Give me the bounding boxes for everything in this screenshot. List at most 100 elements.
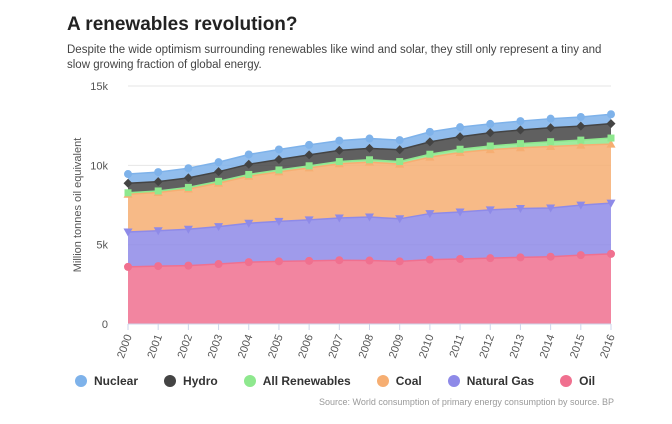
point-natural-gas[interactable]	[546, 204, 556, 213]
point-all-renewables[interactable]	[426, 150, 434, 158]
point-hydro[interactable]	[274, 154, 284, 164]
legend-swatch	[376, 375, 389, 387]
point-oil[interactable]	[184, 261, 193, 270]
point-all-renewables[interactable]	[366, 156, 373, 164]
point-oil[interactable]	[607, 249, 615, 258]
point-natural-gas[interactable]	[455, 208, 465, 217]
x-tick-label: 2008	[357, 333, 377, 360]
point-nuclear[interactable]	[486, 119, 495, 128]
point-coal[interactable]	[546, 141, 556, 150]
point-natural-gas[interactable]	[274, 217, 284, 226]
point-oil[interactable]	[154, 262, 163, 271]
point-nuclear[interactable]	[607, 110, 615, 119]
point-all-renewables[interactable]	[456, 145, 464, 153]
point-natural-gas[interactable]	[123, 228, 133, 237]
point-all-renewables[interactable]	[124, 189, 132, 197]
point-natural-gas[interactable]	[153, 227, 163, 236]
point-natural-gas[interactable]	[576, 201, 586, 210]
point-natural-gas[interactable]	[395, 215, 405, 224]
point-hydro[interactable]	[183, 173, 193, 183]
x-tick-label: 2016	[598, 333, 618, 360]
point-hydro[interactable]	[395, 145, 405, 155]
point-nuclear[interactable]	[335, 136, 344, 145]
point-all-renewables[interactable]	[516, 140, 524, 148]
legend-item-all-renewables[interactable]: All Renewables	[243, 374, 351, 388]
point-all-renewables[interactable]	[305, 162, 313, 170]
point-nuclear[interactable]	[425, 127, 434, 136]
point-nuclear[interactable]	[516, 117, 525, 126]
point-nuclear[interactable]	[456, 123, 465, 132]
point-nuclear[interactable]	[184, 164, 193, 173]
point-oil[interactable]	[516, 253, 525, 262]
point-all-renewables[interactable]	[335, 158, 343, 166]
point-oil[interactable]	[214, 260, 223, 269]
legend-item-hydro[interactable]: Hydro	[164, 374, 218, 388]
point-hydro[interactable]	[214, 167, 224, 177]
point-natural-gas[interactable]	[365, 213, 374, 222]
point-hydro[interactable]	[515, 125, 525, 135]
point-natural-gas[interactable]	[425, 210, 435, 219]
point-hydro[interactable]	[153, 177, 163, 187]
point-nuclear[interactable]	[154, 168, 163, 177]
point-all-renewables[interactable]	[184, 183, 192, 191]
point-nuclear[interactable]	[576, 112, 585, 121]
point-nuclear[interactable]	[546, 114, 555, 123]
point-all-renewables[interactable]	[215, 177, 223, 185]
point-natural-gas[interactable]	[183, 225, 193, 234]
legend-item-oil[interactable]: Oil	[560, 374, 595, 388]
point-nuclear[interactable]	[244, 150, 253, 159]
point-hydro[interactable]	[425, 137, 435, 147]
point-coal[interactable]	[606, 139, 616, 148]
point-all-renewables[interactable]	[607, 134, 615, 142]
point-oil[interactable]	[274, 257, 283, 266]
legend-item-natural-gas[interactable]: Natural Gas	[447, 374, 534, 388]
point-hydro[interactable]	[365, 143, 374, 153]
point-hydro[interactable]	[244, 159, 254, 169]
point-coal[interactable]	[515, 143, 525, 152]
point-oil[interactable]	[244, 258, 253, 267]
point-nuclear[interactable]	[395, 136, 404, 145]
point-natural-gas[interactable]	[244, 219, 254, 228]
point-oil[interactable]	[335, 256, 344, 265]
point-all-renewables[interactable]	[245, 170, 253, 178]
point-oil[interactable]	[456, 254, 465, 263]
point-all-renewables[interactable]	[547, 138, 555, 146]
point-oil[interactable]	[305, 256, 314, 265]
point-nuclear[interactable]	[274, 145, 283, 154]
point-oil[interactable]	[546, 252, 555, 261]
point-nuclear[interactable]	[214, 158, 223, 167]
point-all-renewables[interactable]	[577, 136, 585, 144]
point-hydro[interactable]	[334, 145, 344, 155]
legend-item-nuclear[interactable]: Nuclear	[75, 374, 138, 388]
point-hydro[interactable]	[485, 128, 495, 138]
point-hydro[interactable]	[546, 123, 556, 133]
point-natural-gas[interactable]	[606, 199, 616, 208]
point-oil[interactable]	[576, 251, 585, 260]
point-all-renewables[interactable]	[396, 158, 404, 166]
point-natural-gas[interactable]	[304, 216, 314, 225]
point-hydro[interactable]	[576, 121, 586, 131]
point-oil[interactable]	[486, 254, 495, 263]
series-markers	[123, 110, 616, 271]
point-natural-gas[interactable]	[214, 223, 224, 232]
point-all-renewables[interactable]	[154, 187, 162, 195]
point-natural-gas[interactable]	[515, 204, 525, 213]
point-coal[interactable]	[576, 140, 586, 149]
point-oil[interactable]	[395, 257, 404, 266]
point-hydro[interactable]	[304, 150, 314, 160]
point-hydro[interactable]	[455, 132, 465, 142]
point-oil[interactable]	[365, 256, 374, 265]
point-all-renewables[interactable]	[486, 142, 494, 150]
x-tick-label: 2005	[266, 333, 286, 360]
point-oil[interactable]	[124, 262, 132, 271]
point-nuclear[interactable]	[365, 134, 374, 143]
point-hydro[interactable]	[606, 119, 616, 129]
point-nuclear[interactable]	[124, 170, 132, 179]
point-all-renewables[interactable]	[275, 166, 283, 174]
point-oil[interactable]	[425, 255, 434, 264]
point-natural-gas[interactable]	[334, 214, 344, 223]
point-natural-gas[interactable]	[485, 206, 495, 215]
legend-item-coal[interactable]: Coal	[376, 374, 422, 388]
point-hydro[interactable]	[123, 178, 133, 188]
point-nuclear[interactable]	[305, 140, 314, 149]
